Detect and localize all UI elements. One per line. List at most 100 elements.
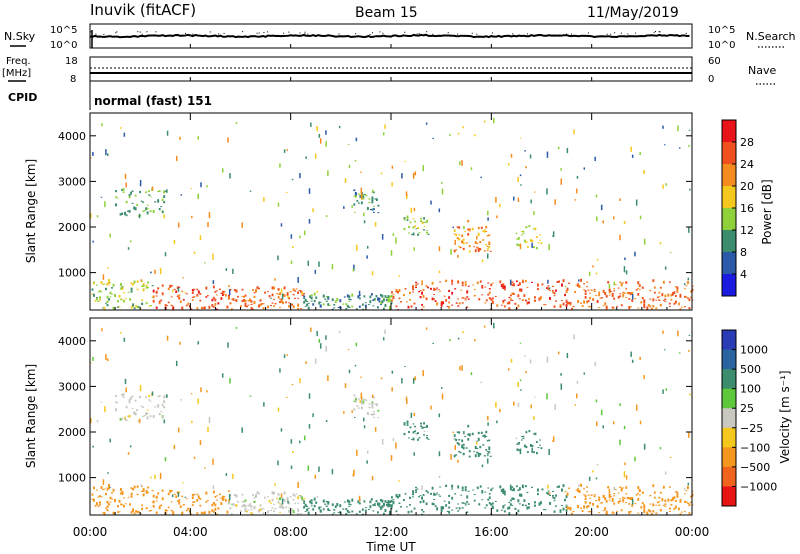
power-cell (154, 201, 157, 203)
power-cell (637, 307, 640, 309)
power-cell (280, 300, 283, 303)
nsearch-dot (263, 32, 265, 34)
velocity-cell (205, 493, 208, 495)
velocity-speckle (107, 358, 109, 362)
x-tick-label: 08:00 (273, 525, 308, 539)
y-tick-label: 4000 (58, 130, 86, 143)
power-cell (640, 301, 643, 304)
velocity-cell (141, 504, 144, 507)
power-cell (451, 291, 454, 295)
power-speckle (619, 234, 621, 241)
velocity-cell (414, 425, 416, 428)
power-speckle (596, 216, 598, 222)
nsearch-dot (288, 31, 290, 33)
velocity-speckle (441, 393, 444, 400)
velocity-cell (502, 488, 505, 492)
power-cell (212, 285, 215, 289)
nsearch-dot (416, 33, 418, 35)
power-cell (205, 286, 208, 289)
velocity-cell (136, 493, 139, 496)
velocity-speckle (450, 453, 452, 460)
velocity-cell (440, 507, 443, 512)
velocity-cell (148, 510, 151, 512)
velocity-cell (520, 493, 523, 496)
velocity-cell (274, 507, 277, 510)
power-cell (602, 290, 605, 293)
velocity-cell (537, 447, 540, 449)
velocity-cell (499, 485, 502, 489)
velocity-cell (158, 412, 161, 416)
power-cell (223, 291, 226, 293)
velocity-cell (403, 423, 406, 426)
power-cell (689, 290, 692, 293)
nsearch-dot (283, 32, 285, 34)
power-cell (662, 299, 665, 301)
velocity-speckle (229, 378, 231, 384)
velocity-cell (462, 452, 465, 455)
power-cell (564, 293, 566, 297)
power-speckle (602, 220, 604, 224)
power-cell (247, 304, 250, 306)
velocity-cell (658, 504, 661, 506)
velocity-cell (96, 502, 98, 506)
power-speckle (410, 207, 413, 213)
nsky-line (89, 33, 690, 39)
power-cell (145, 302, 148, 305)
power-cell (233, 288, 236, 292)
velocity-cell (500, 509, 503, 511)
power-cell (649, 289, 652, 292)
velocity-cell (170, 489, 173, 492)
power-cell (202, 307, 205, 310)
power-cell (412, 218, 415, 220)
power-speckle (338, 125, 341, 129)
velocity-cell (518, 487, 521, 491)
velocity-cell (466, 501, 469, 503)
velocity-speckle (566, 352, 569, 359)
power-speckle (92, 151, 94, 156)
velocity-cell (446, 510, 449, 512)
power-speckle (270, 297, 272, 299)
power-cell (598, 307, 601, 309)
velocity-cell (406, 423, 409, 425)
power-speckle (308, 188, 311, 194)
power-cell (546, 287, 548, 289)
power-cell (425, 285, 428, 288)
power-speckle (319, 138, 322, 144)
power-speckle (441, 188, 444, 195)
velocity-cell (175, 495, 178, 499)
power-cell (220, 292, 223, 295)
power-cell (525, 240, 528, 244)
power-cell (568, 302, 570, 305)
power-cell (478, 298, 481, 301)
velocity-cell (372, 413, 375, 416)
velocity-cell (461, 502, 464, 504)
power-cell (137, 215, 140, 217)
power-speckle (481, 259, 484, 263)
power-cell (583, 283, 586, 285)
power-cell (133, 206, 136, 210)
power-speckle (463, 225, 465, 230)
power-speckle (662, 184, 664, 189)
power-cell (461, 297, 464, 299)
power-cell (276, 292, 279, 294)
power-speckle (374, 222, 377, 227)
velocity-cell (637, 492, 640, 494)
velocity-cell (322, 499, 325, 503)
power-cell (643, 299, 646, 303)
velocity-cell (359, 400, 362, 403)
velocity-cell (586, 486, 589, 488)
velocity-cell (310, 501, 313, 505)
velocity-cell (372, 416, 375, 418)
velocity-cell (479, 485, 482, 488)
velocity-cell (146, 416, 149, 420)
velocity-cell (253, 500, 256, 504)
colorbar-tick-label: 24 (740, 158, 754, 171)
power-speckle (355, 137, 358, 142)
power-cell (111, 287, 113, 289)
power-cell (303, 297, 306, 299)
velocity-cell (294, 495, 297, 497)
nsearch-dot (620, 32, 622, 34)
power-cell (589, 305, 592, 308)
power-cell (94, 299, 97, 302)
power-cell (286, 292, 289, 295)
